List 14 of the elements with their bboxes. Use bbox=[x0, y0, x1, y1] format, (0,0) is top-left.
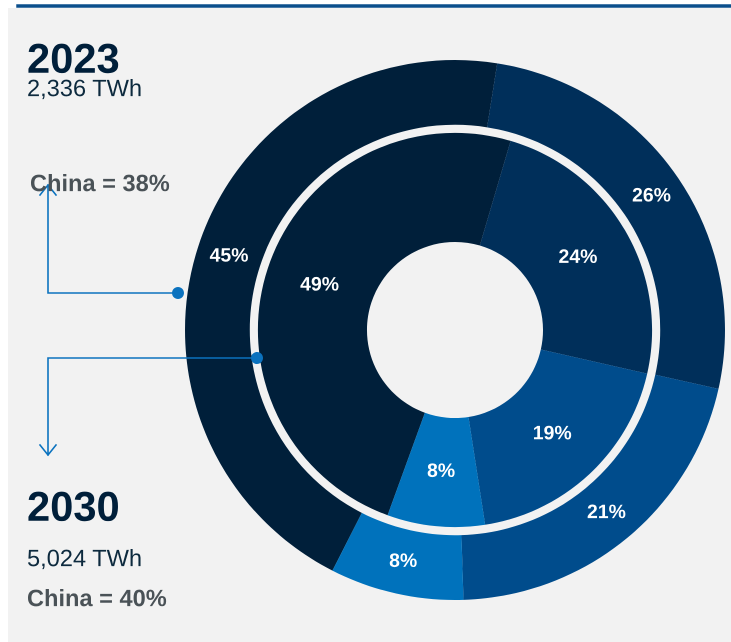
text: China = 40% bbox=[28, 588, 166, 606]
slice-label: 2023 bbox=[28, 44, 118, 74]
data-label: 8% bbox=[390, 553, 417, 568]
data-label: 49% bbox=[300, 276, 339, 291]
data-label: 26% bbox=[632, 188, 670, 202]
data-label: 21% bbox=[588, 504, 626, 518]
data-label: 8% bbox=[428, 463, 455, 478]
data-label: 19% bbox=[534, 426, 572, 440]
text: 2,336 TWh bbox=[28, 78, 141, 100]
data-label: 45% bbox=[210, 248, 248, 262]
legend-label: 2030 bbox=[28, 492, 118, 522]
data-label: 24% bbox=[559, 249, 597, 264]
text: 5,024 TWh bbox=[28, 548, 141, 570]
text: China = 38% bbox=[30, 174, 170, 192]
